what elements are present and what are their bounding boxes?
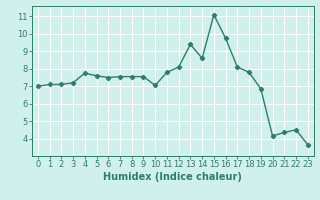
X-axis label: Humidex (Indice chaleur): Humidex (Indice chaleur) [103,172,242,182]
